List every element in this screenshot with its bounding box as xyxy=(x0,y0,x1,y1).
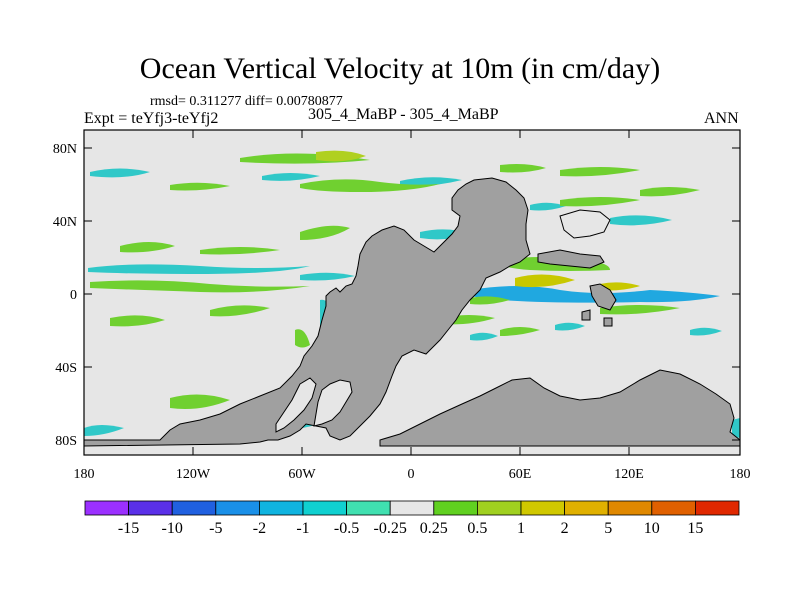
colorbar-swatch xyxy=(258,500,304,516)
experiment-label: Expt = teYfj3-teYfj2 xyxy=(84,110,219,127)
colorbar xyxy=(84,500,740,516)
y-tick-80n: 80N xyxy=(53,142,77,157)
colorbar-label: -5 xyxy=(209,520,222,537)
colorbar-label: -1 xyxy=(296,520,309,537)
colorbar-swatch xyxy=(128,500,173,516)
y-tick-40n: 40N xyxy=(53,215,77,230)
colorbar-swatch xyxy=(564,500,609,516)
colorbar-swatch xyxy=(651,500,696,516)
colorbar-swatch xyxy=(302,500,347,516)
colorbar-labels: -15 -10 -5 -2 -1 -0.5 -0.25 0.25 0.5 1 2 5 10 15 xyxy=(118,520,703,537)
colorbar-swatch xyxy=(476,500,522,516)
colorbar-swatch xyxy=(215,500,260,516)
colorbar-label: -15 xyxy=(118,520,139,537)
colorbar-swatch xyxy=(433,500,478,516)
colorbar-label: 1 xyxy=(517,520,525,537)
case-label: 305_4_MaBP - 305_4_MaBP xyxy=(308,106,499,123)
colorbar-label: -10 xyxy=(162,520,183,537)
season-label: ANN xyxy=(704,110,739,127)
colorbar-label: 0.25 xyxy=(420,520,448,537)
map-frame xyxy=(83,129,741,456)
x-tick-60e: 60E xyxy=(509,467,532,482)
y-tick-0: 0 xyxy=(70,288,77,303)
x-tick-60w: 60W xyxy=(288,467,316,482)
colorbar-swatch xyxy=(84,500,129,516)
colorbar-swatch xyxy=(389,500,435,516)
colorbar-swatch xyxy=(607,500,653,516)
colorbar-label: -0.25 xyxy=(374,520,407,537)
y-tick-40s: 40S xyxy=(55,361,77,376)
colorbar-swatch xyxy=(695,500,740,516)
colorbar-label: -0.5 xyxy=(334,520,359,537)
y-axis-ticks xyxy=(84,147,740,441)
colorbar-label: -2 xyxy=(253,520,266,537)
x-tick-120e: 120E xyxy=(614,467,644,482)
x-tick-120w: 120W xyxy=(176,467,211,482)
colorbar-swatch xyxy=(346,500,391,516)
x-tick-180w: 180 xyxy=(74,467,95,482)
colorbar-label: 0.5 xyxy=(467,520,487,537)
colorbar-swatch xyxy=(171,500,217,516)
stats-line: rmsd= 0.311277 diff= 0.00780877 xyxy=(150,94,343,109)
colorbar-label: 2 xyxy=(561,520,569,537)
colorbar-swatch xyxy=(520,500,565,516)
x-axis-ticks xyxy=(83,130,741,455)
colorbar-label: 15 xyxy=(687,520,703,537)
x-tick-0: 0 xyxy=(408,467,415,482)
colorbar-label: 5 xyxy=(604,520,612,537)
colorbar-label: 10 xyxy=(644,520,660,537)
y-tick-80s: 80S xyxy=(55,434,77,449)
land-masses xyxy=(83,177,741,447)
map-title: Ocean Vertical Velocity at 10m (in cm/da… xyxy=(139,52,661,85)
x-tick-180e: 180 xyxy=(730,467,751,482)
